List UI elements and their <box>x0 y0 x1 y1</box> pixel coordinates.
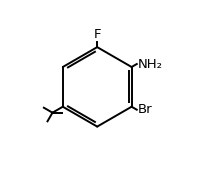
Text: Br: Br <box>137 103 152 116</box>
Text: F: F <box>93 28 101 41</box>
Text: NH₂: NH₂ <box>137 57 162 71</box>
